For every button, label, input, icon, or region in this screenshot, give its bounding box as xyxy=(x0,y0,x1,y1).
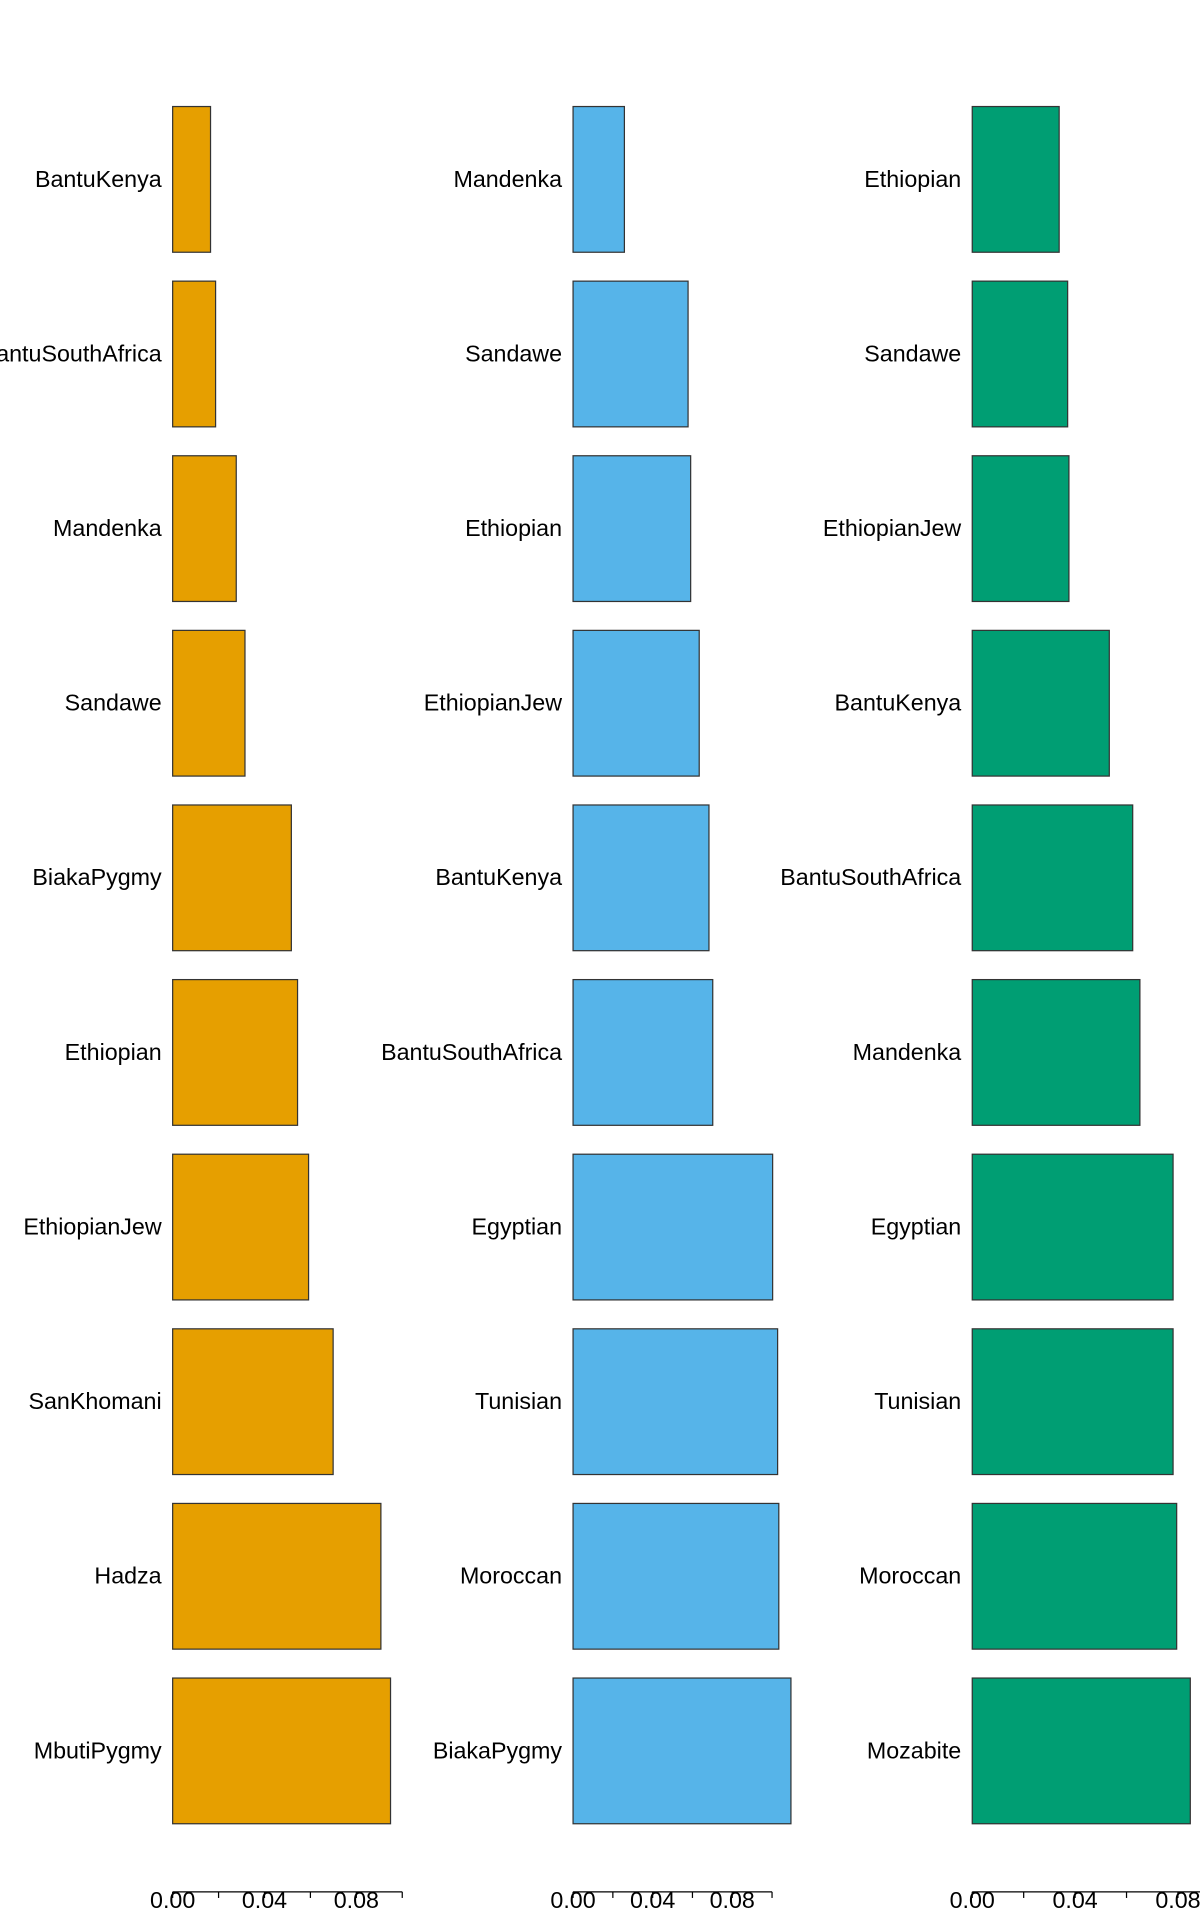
category-label: EthiopianJew xyxy=(23,1213,162,1239)
category-label: Mandenka xyxy=(453,166,562,192)
bar xyxy=(172,1677,392,1825)
bar xyxy=(971,1153,1174,1301)
x-tick-label: 0.08 xyxy=(334,1887,379,1913)
category-label: BantuSouthAfrica xyxy=(381,1039,562,1065)
bar xyxy=(172,978,299,1126)
category-label: Ethiopian xyxy=(465,515,562,541)
bar xyxy=(172,804,292,952)
bar xyxy=(572,105,626,253)
bar xyxy=(971,1677,1191,1825)
category-label: Mozabite xyxy=(867,1737,961,1763)
bar xyxy=(172,629,246,777)
x-tick-label: 0.04 xyxy=(242,1887,287,1913)
x-tick-label: 0.04 xyxy=(1052,1887,1097,1913)
category-label: Moroccan xyxy=(859,1563,961,1589)
bar xyxy=(172,455,237,603)
x-tick-label: 0.08 xyxy=(1155,1887,1200,1913)
bar xyxy=(971,455,1070,603)
category-label: MbutiPygmy xyxy=(34,1737,162,1763)
category-label: Ethiopian xyxy=(65,1039,162,1065)
bar xyxy=(971,978,1141,1126)
category-label: BantuSouthAfrica xyxy=(0,340,162,366)
category-label: Sandawe xyxy=(864,340,961,366)
x-tick-label: 0.00 xyxy=(550,1887,595,1913)
category-label: Hadza xyxy=(94,1563,161,1589)
bar xyxy=(572,280,689,428)
category-label: BantuKenya xyxy=(35,166,162,192)
category-label: Moroccan xyxy=(460,1563,562,1589)
category-label: BantuKenya xyxy=(835,690,962,716)
category-label: Tunisian xyxy=(874,1388,961,1414)
x-tick-label: 0.04 xyxy=(630,1887,675,1913)
bar xyxy=(172,1502,382,1650)
bar xyxy=(971,105,1060,253)
category-label: Ethiopian xyxy=(864,166,961,192)
category-label: Sandawe xyxy=(65,690,162,716)
bar xyxy=(971,629,1110,777)
category-label: Mandenka xyxy=(53,515,162,541)
bar xyxy=(572,629,700,777)
bar xyxy=(971,1502,1178,1650)
category-label: BiakaPygmy xyxy=(433,1737,563,1763)
category-label: Mandenka xyxy=(853,1039,962,1065)
x-tick-label: 0.00 xyxy=(950,1887,995,1913)
category-label: Tunisian xyxy=(475,1388,562,1414)
bar xyxy=(971,1328,1174,1476)
bar xyxy=(572,1502,780,1650)
bar xyxy=(572,804,710,952)
category-label: EthiopianJew xyxy=(424,690,563,716)
bar xyxy=(172,1153,310,1301)
category-label: SanKhomani xyxy=(28,1388,161,1414)
bar xyxy=(572,455,692,603)
bar xyxy=(971,804,1134,952)
category-label: Egyptian xyxy=(871,1213,961,1239)
category-label: BiakaPygmy xyxy=(32,864,162,890)
category-label: EthiopianJew xyxy=(823,515,962,541)
bar xyxy=(572,1677,792,1825)
category-label: BantuSouthAfrica xyxy=(780,864,961,890)
bar xyxy=(572,1328,779,1476)
x-tick-label: 0.08 xyxy=(710,1887,755,1913)
bar xyxy=(172,280,217,428)
bar xyxy=(572,978,714,1126)
category-label: Egyptian xyxy=(472,1213,562,1239)
x-tick-label: 0.00 xyxy=(150,1887,195,1913)
bar xyxy=(572,1153,774,1301)
bar xyxy=(172,105,212,253)
bar xyxy=(172,1328,334,1476)
bar xyxy=(971,280,1069,428)
category-label: Sandawe xyxy=(465,340,562,366)
category-label: BantuKenya xyxy=(435,864,562,890)
